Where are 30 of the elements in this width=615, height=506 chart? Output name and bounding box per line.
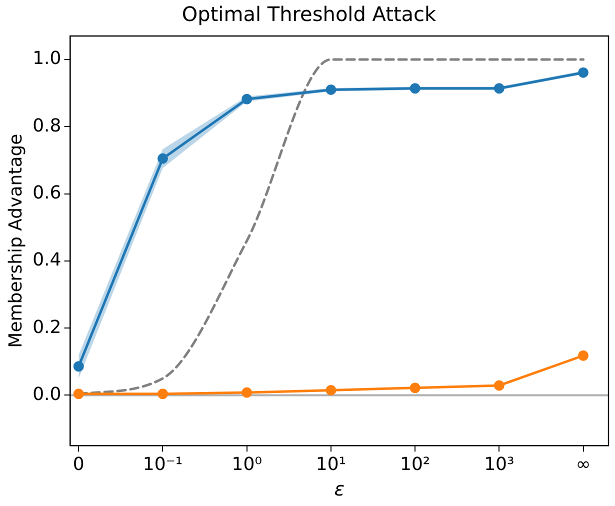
point (494, 83, 504, 94)
point (73, 388, 84, 400)
y-tick-label: 0.8 (32, 115, 62, 136)
point (410, 83, 420, 94)
x-tick-label: 10¹ (316, 454, 346, 476)
point (578, 350, 589, 361)
point (326, 84, 336, 95)
point (326, 384, 336, 396)
point (410, 382, 420, 394)
x-tick-label: 10⁻¹ (142, 454, 183, 476)
point (157, 388, 168, 400)
chart-title: Optimal Threshold Attack (182, 2, 437, 26)
point (578, 67, 589, 78)
point (242, 94, 252, 104)
x-tick-label: 10³ (484, 454, 514, 476)
y-tick-label: 0.6 (32, 182, 62, 204)
point (157, 153, 168, 164)
x-tick-label: ∞ (576, 454, 591, 476)
x-axis-title: ε (334, 478, 345, 501)
y-axis-title: Membership Advantage (5, 134, 26, 348)
y-tick-label: 0.2 (32, 316, 62, 338)
point (242, 387, 252, 398)
point (494, 380, 504, 391)
point (73, 361, 84, 372)
y-tick-label: 0.0 (32, 384, 62, 405)
y-tick-label: 1.0 (32, 48, 62, 70)
x-tick-label: 10² (400, 454, 430, 476)
y-tick-label: 0.4 (32, 250, 62, 271)
x-tick-label: 0 (72, 454, 84, 476)
x-tick-label: 10⁰ (232, 454, 262, 476)
